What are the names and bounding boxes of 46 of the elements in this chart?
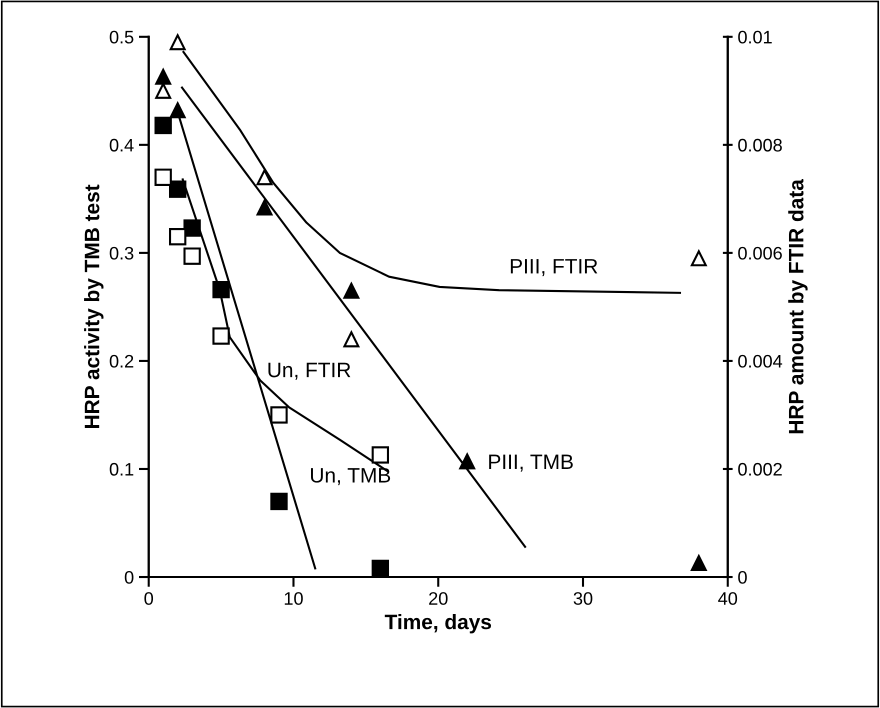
- point: [170, 102, 186, 118]
- point: [690, 250, 707, 266]
- x-tick-label: 20: [429, 592, 448, 605]
- point: [154, 116, 172, 134]
- annotation: PIII, TMB: [489, 454, 573, 472]
- x-tick-label: 10: [284, 592, 303, 605]
- x-axis-title: Time, days: [384, 614, 492, 634]
- point: [372, 446, 390, 464]
- y-axis-title: HRP activity by TMB test: [84, 184, 104, 428]
- point: [690, 554, 707, 571]
- y-tick-label: 0: [124, 570, 134, 584]
- y2-tick-label: 0.008: [738, 138, 782, 152]
- point: [372, 560, 390, 578]
- y2-tick-label: 0.006: [738, 246, 782, 260]
- point: [212, 327, 230, 345]
- x-tick-label: 30: [574, 592, 592, 605]
- point: [459, 453, 476, 470]
- y-tick-label: 0.1: [110, 462, 134, 476]
- point: [343, 282, 360, 299]
- point: [183, 247, 201, 265]
- point: [155, 82, 172, 99]
- x-tick-label: 0: [144, 592, 154, 605]
- y2-axis-title: HRP amount by FTIR data: [788, 179, 808, 434]
- point: [270, 492, 288, 510]
- point: [256, 169, 273, 186]
- y2-tick-label: 0.002: [738, 462, 782, 476]
- point: [168, 180, 186, 198]
- y-tick-label: 0.3: [110, 246, 134, 260]
- point: [343, 331, 360, 348]
- point: [168, 228, 186, 246]
- annotation: Un, TMB: [311, 468, 390, 486]
- point: [212, 280, 230, 298]
- point: [256, 200, 273, 216]
- annotation: PIII, FTIR: [510, 259, 598, 276]
- annotation: Un, FTIR: [268, 362, 350, 380]
- x-tick-label: 40: [718, 592, 738, 605]
- point: [270, 406, 288, 424]
- y-tick-label: 0.2: [110, 354, 134, 368]
- y2-tick-label: 0.004: [738, 354, 782, 368]
- point: [170, 34, 186, 50]
- y-tick-label: 0.5: [110, 30, 134, 44]
- point: [155, 68, 172, 85]
- y2-tick-label: 0.01: [738, 30, 772, 44]
- y2-tick-label: 0: [738, 570, 747, 584]
- y-tick-label: 0.4: [110, 138, 134, 152]
- point: [154, 168, 172, 186]
